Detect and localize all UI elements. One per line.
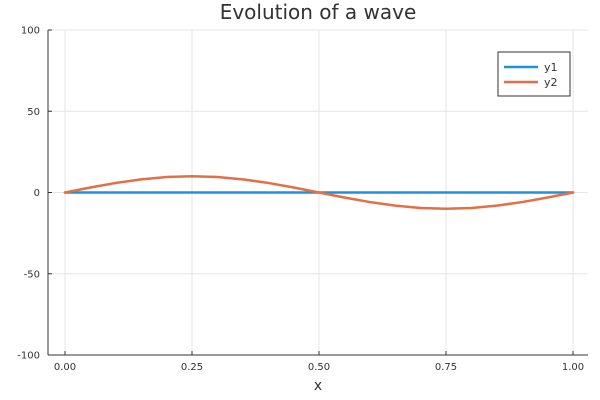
x-ticks: 0.00 0.25 0.50 0.75 1.00 (54, 362, 584, 373)
y-tick-label: 0 (34, 188, 40, 199)
y-ticks: 100 50 0 -50 -100 (17, 26, 40, 362)
y-tick-label: 100 (21, 26, 40, 37)
x-tick-label: 0.75 (435, 362, 457, 373)
x-axis-label: x (314, 378, 322, 394)
legend-label-y1: y1 (544, 61, 558, 74)
legend-label-y2: y2 (544, 76, 558, 89)
x-tick-label: 0.25 (181, 362, 203, 373)
y-tick-label: 50 (27, 107, 40, 118)
legend-box (497, 51, 571, 97)
x-tick-label: 0.50 (308, 362, 330, 373)
y-tick-label: -100 (17, 351, 40, 362)
axes (47, 29, 588, 356)
chart-title: Evolution of a wave (220, 0, 417, 24)
y-tick-label: -50 (24, 269, 40, 280)
x-tick-label: 1.00 (562, 362, 584, 373)
series-group (63, 175, 575, 210)
series-line-y2 (63, 175, 575, 210)
x-tick-label: 0.00 (54, 362, 76, 373)
